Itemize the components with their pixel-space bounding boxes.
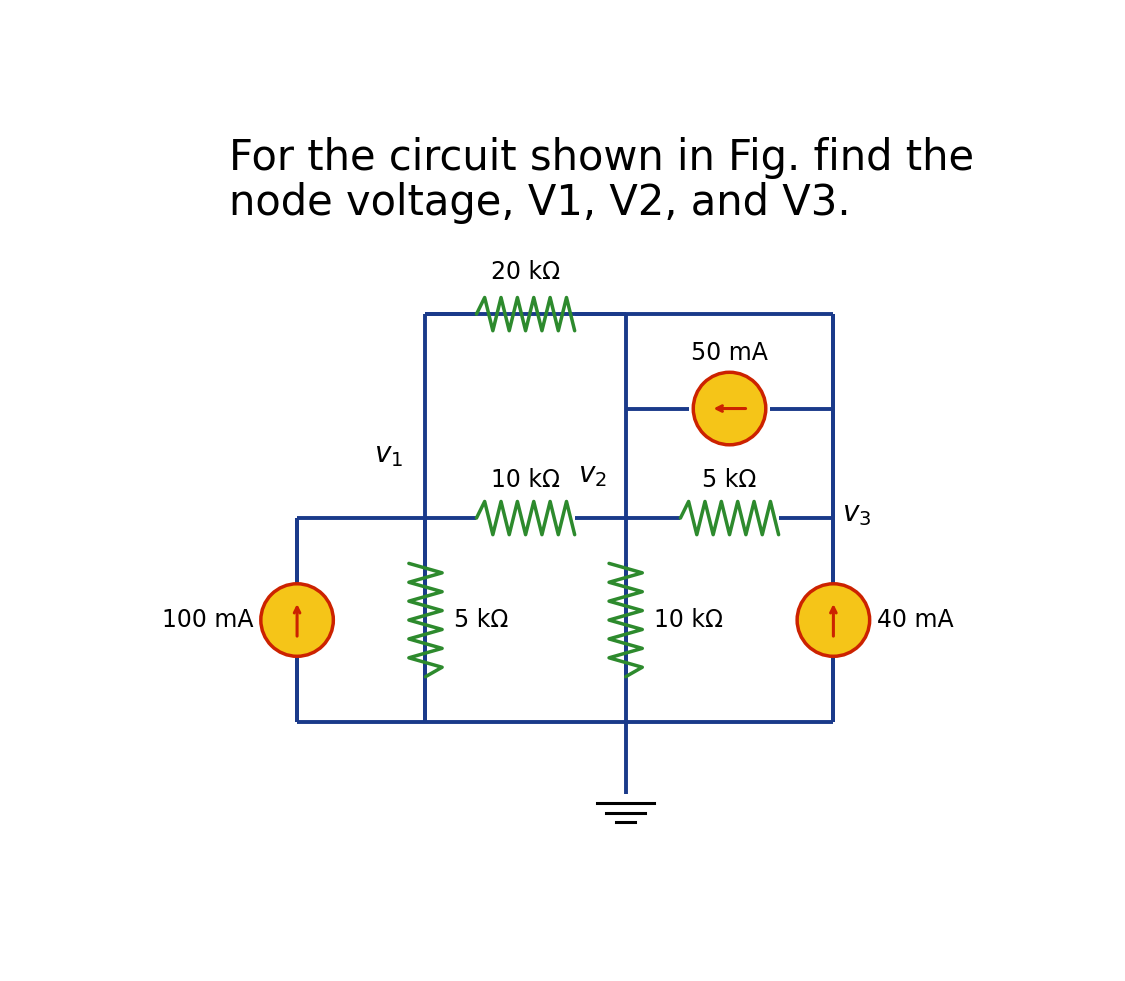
Circle shape	[798, 584, 870, 656]
Text: 5 kΩ: 5 kΩ	[455, 608, 509, 632]
Text: 10 kΩ: 10 kΩ	[492, 468, 560, 491]
Text: $v_2$: $v_2$	[578, 461, 606, 490]
Text: $v_1$: $v_1$	[374, 441, 403, 469]
Text: $v_3$: $v_3$	[843, 500, 872, 529]
Text: 50 mA: 50 mA	[691, 340, 768, 365]
Text: 20 kΩ: 20 kΩ	[490, 260, 560, 284]
Circle shape	[261, 584, 333, 656]
Text: 40 mA: 40 mA	[878, 608, 954, 632]
Text: node voltage, V1, V2, and V3.: node voltage, V1, V2, and V3.	[229, 181, 850, 224]
Text: For the circuit shown in Fig. find the: For the circuit shown in Fig. find the	[229, 136, 974, 179]
Text: 100 mA: 100 mA	[162, 608, 253, 632]
Circle shape	[693, 372, 766, 444]
Text: 5 kΩ: 5 kΩ	[702, 468, 757, 491]
Text: 10 kΩ: 10 kΩ	[655, 608, 723, 632]
